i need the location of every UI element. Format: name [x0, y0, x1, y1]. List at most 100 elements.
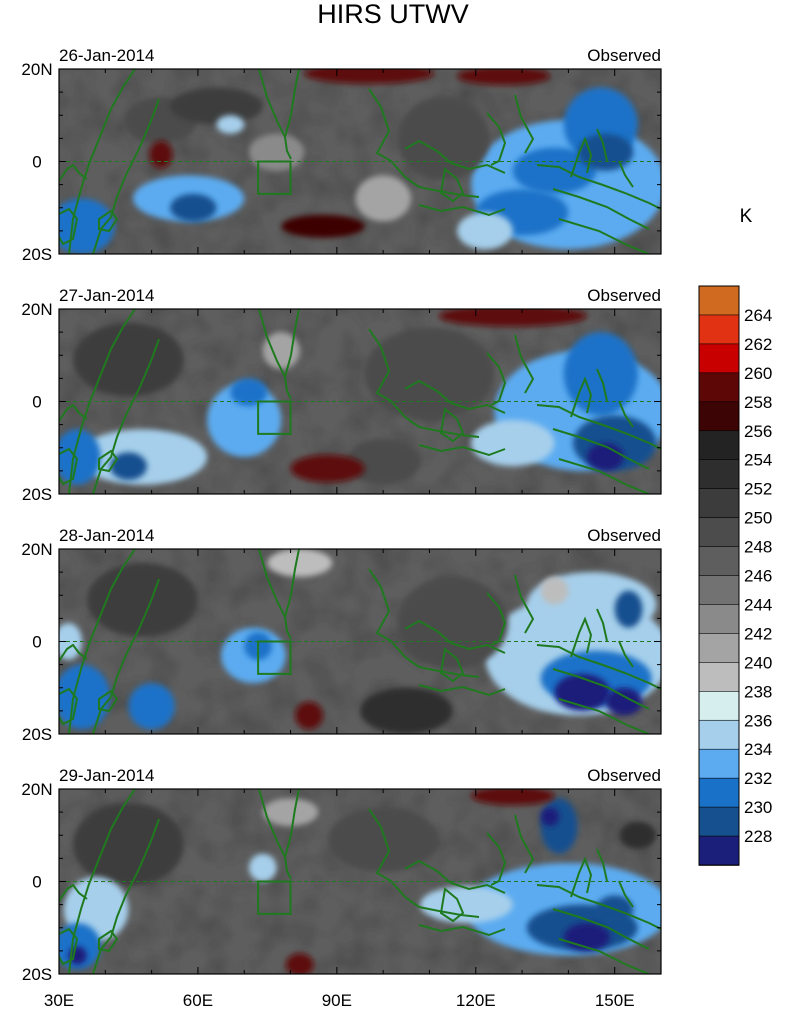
coastline [68, 789, 136, 974]
colorbar-label: 252 [744, 480, 772, 499]
coastline [536, 404, 661, 450]
coastline [486, 592, 507, 646]
utwv-contour-blob [86, 562, 198, 637]
y-tick-label: 20N [21, 60, 52, 79]
coastline [404, 619, 506, 654]
coastline [59, 403, 88, 422]
y-tick-label: 20S [22, 485, 52, 504]
coastline [552, 908, 650, 950]
coastline [98, 929, 119, 953]
coastline [514, 334, 535, 394]
coastline [59, 643, 88, 662]
coastline [570, 856, 593, 898]
y-tick-label: 0 [32, 153, 41, 172]
coastline [596, 368, 608, 402]
coastline [418, 924, 506, 937]
utwv-contour-blob [397, 96, 490, 180]
coastline [68, 69, 136, 254]
coastline [558, 938, 650, 974]
utwv-contour-blob [109, 452, 147, 481]
utwv-contour-blob [170, 193, 217, 222]
colorbar-swatch [698, 430, 740, 461]
y-tick-label: 0 [32, 873, 41, 892]
coastline [514, 94, 535, 154]
colorbar-label: 238 [744, 682, 772, 701]
coastline [68, 549, 136, 734]
utwv-contour-blob [512, 147, 597, 194]
panel-date: 29-Jan-2014 [59, 766, 154, 785]
coastline [418, 444, 506, 457]
coastline [558, 698, 650, 734]
panel-1: 26-Jan-2014 Observed 20N 0 20S [21, 46, 662, 264]
study-region-box [257, 640, 292, 675]
colorbar-label: 236 [744, 711, 772, 730]
coastline [439, 887, 465, 923]
coastline [439, 407, 465, 443]
utwv-contour-blob [59, 429, 101, 485]
utwv-contour-blob [420, 886, 513, 924]
colorbar-swatch [698, 546, 740, 577]
utwv-contour-blob [457, 69, 550, 86]
colorbar-label: 240 [744, 653, 772, 672]
coastline [59, 927, 79, 966]
utwv-contour-blob [230, 378, 268, 407]
coastline [98, 689, 119, 713]
utwv-contour-blob [346, 438, 421, 485]
coastline [98, 209, 119, 233]
coastline [418, 684, 506, 697]
y-tick-label: 20S [22, 965, 52, 984]
colorbar-label: 258 [744, 393, 772, 412]
utwv-field [59, 69, 661, 254]
coastline [596, 608, 608, 642]
colorbar-label: 234 [744, 740, 772, 759]
colorbar-label: 246 [744, 567, 772, 586]
coastline [92, 818, 160, 974]
utwv-contour-blob [267, 549, 333, 577]
utwv-field [59, 549, 661, 734]
coastline [284, 616, 292, 640]
x-tick-label: 60E [183, 991, 213, 1010]
panel-label: Observed [587, 46, 661, 65]
utwv-contour-blob [72, 322, 185, 397]
colorbar-unit-label: K [740, 206, 753, 227]
coastline [92, 578, 160, 734]
coastline [59, 447, 79, 486]
coastline [59, 163, 88, 182]
panel-4: 29-Jan-2014 Observed 20N 0 20S [21, 766, 662, 984]
colorbar-label: 232 [744, 769, 772, 788]
colorbar-swatch [698, 748, 740, 779]
x-tick-label: 30E [44, 991, 74, 1010]
colorbar-swatch [698, 604, 740, 635]
colorbar-swatch [698, 517, 740, 548]
coastline [59, 883, 88, 902]
colorbar-swatch [698, 575, 740, 606]
y-tick-label: 20N [21, 540, 52, 559]
coastline [368, 568, 480, 678]
colorbar-label: 228 [744, 827, 772, 846]
coastline [536, 644, 661, 690]
y-tick-label: 20S [22, 725, 52, 744]
coastline [618, 880, 634, 908]
utwv-contour-blob [149, 140, 173, 169]
coastline [368, 328, 480, 438]
panel-3: 28-Jan-2014 Observed 20N 0 20S [21, 526, 662, 744]
colorbar-swatch [698, 835, 740, 866]
utwv-contour-blob [540, 798, 578, 854]
colorbar-swatch [698, 459, 740, 490]
colorbar-frame [698, 285, 740, 866]
coastline [618, 160, 634, 188]
utwv-contour-blob [285, 953, 314, 974]
coastline [368, 88, 480, 198]
colorbar-label: 262 [744, 335, 772, 354]
coastline [486, 832, 507, 886]
study-region-box [257, 880, 292, 915]
utwv-contour-blob [605, 687, 643, 716]
utwv-contour-blob [457, 212, 513, 250]
utwv-contour-blob [304, 69, 435, 84]
colorbar-label: 230 [744, 798, 772, 817]
utwv-contour-blob [471, 420, 555, 467]
coastline [514, 814, 535, 874]
utwv-contour-blob [327, 807, 439, 873]
panel-label: Observed [587, 766, 661, 785]
